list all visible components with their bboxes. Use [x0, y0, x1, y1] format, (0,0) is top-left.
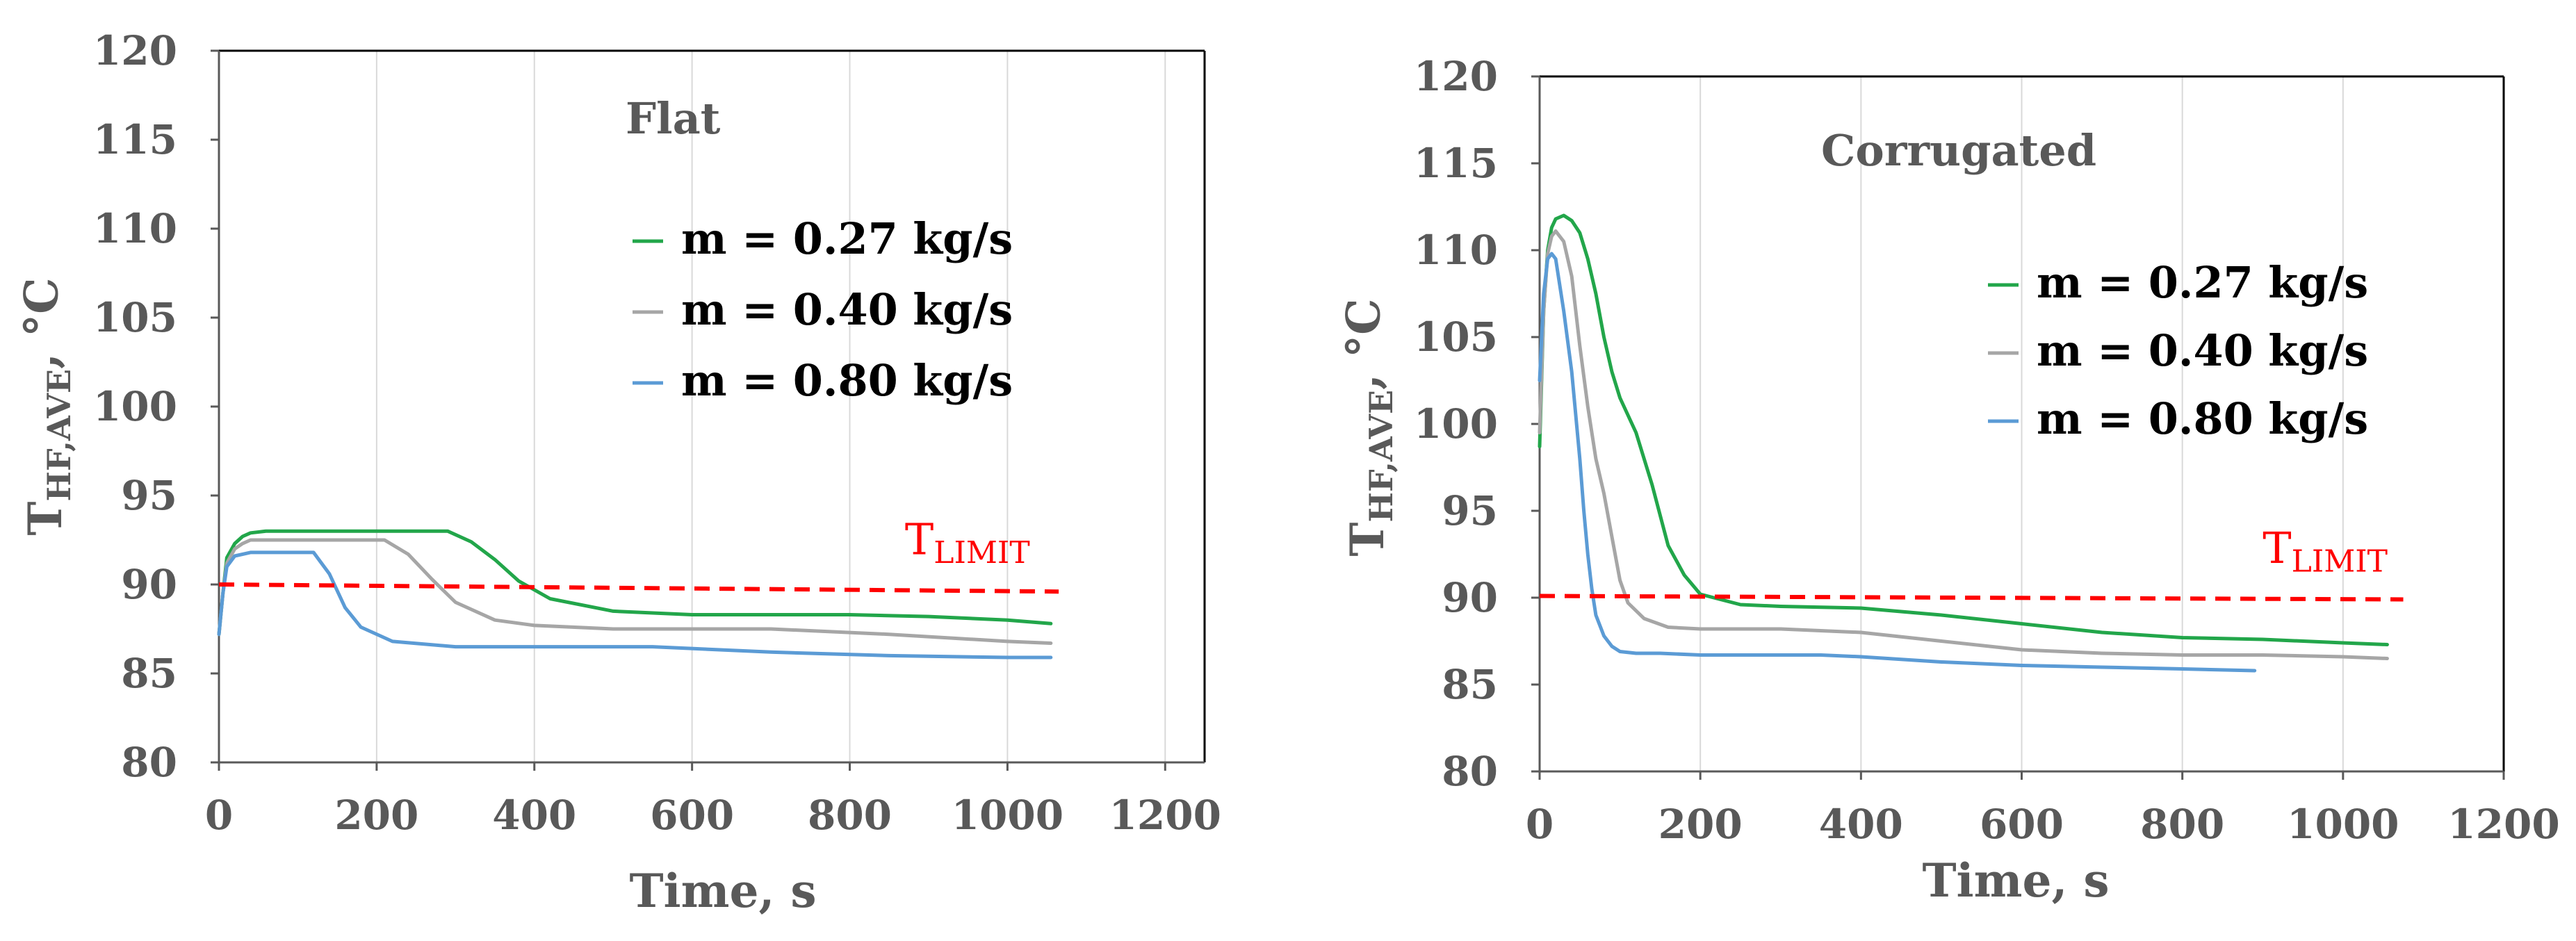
y-tick-label: 95 [1442, 487, 1498, 534]
y-tick-label: 80 [1442, 748, 1498, 795]
x-tick-label: 0 [205, 792, 233, 839]
panel-title: Flat [626, 93, 721, 144]
x-tick-label: 400 [1819, 801, 1903, 848]
x-tick-label: 600 [1980, 801, 2064, 848]
limit-line [1539, 594, 2404, 602]
y-tick-label: 85 [121, 650, 177, 697]
x-axis-title: Time, s [629, 864, 816, 918]
y-tick-label: 80 [121, 739, 177, 786]
series-line [217, 529, 1053, 637]
series-line [217, 538, 1053, 645]
legend-label: m = 0.80 kg/s [2037, 393, 2368, 444]
y-tick-label: 120 [1414, 53, 1498, 100]
y-axis-title: THF,AVE, °C [1336, 298, 1399, 556]
y-tick-label: 95 [121, 472, 177, 519]
x-tick-label: 200 [334, 792, 418, 839]
x-tick-label: 1000 [952, 792, 1063, 839]
y-tick-label: 100 [1414, 400, 1498, 448]
y-axis-title: THF,AVE, °C [14, 277, 77, 535]
limit-annotation: TLIMIT [2263, 523, 2388, 579]
y-tick-label: 110 [1414, 227, 1498, 274]
series-line [1538, 229, 2389, 660]
x-tick-label: 1000 [2287, 801, 2399, 848]
x-tick-label: 800 [2140, 801, 2224, 848]
y-tick-label: 115 [1414, 140, 1498, 187]
legend-label: m = 0.27 kg/s [2037, 257, 2368, 308]
x-axis-title: Time, s [1922, 853, 2109, 908]
y-tick-label: 90 [121, 561, 177, 608]
series-line [1538, 252, 2257, 673]
x-tick-label: 600 [650, 792, 734, 839]
y-tick-label: 100 [93, 383, 177, 430]
limit-line [218, 582, 1059, 594]
x-tick-label: 800 [808, 792, 892, 839]
legend-label: m = 0.40 kg/s [2037, 325, 2368, 376]
legend-label: m = 0.40 kg/s [681, 284, 1013, 335]
y-tick-label: 115 [93, 116, 177, 163]
y-tick-label: 85 [1442, 661, 1498, 708]
limit-annotation: TLIMIT [905, 514, 1030, 570]
x-tick-label: 1200 [1109, 792, 1221, 839]
y-tick-label: 120 [93, 27, 177, 74]
x-tick-label: 0 [1526, 801, 1554, 848]
panel-title: Corrugated [1821, 125, 2096, 176]
legend-label: m = 0.80 kg/s [681, 355, 1013, 406]
y-tick-label: 105 [93, 294, 177, 341]
y-tick-label: 110 [93, 205, 177, 252]
x-tick-label: 200 [1658, 801, 1743, 848]
x-tick-label: 1200 [2447, 801, 2559, 848]
series-line [217, 550, 1053, 660]
x-tick-label: 400 [492, 792, 576, 839]
series-line [1538, 213, 2389, 646]
legend-label: m = 0.27 kg/s [681, 213, 1013, 264]
y-tick-label: 105 [1414, 313, 1498, 361]
y-tick-label: 90 [1442, 574, 1498, 621]
